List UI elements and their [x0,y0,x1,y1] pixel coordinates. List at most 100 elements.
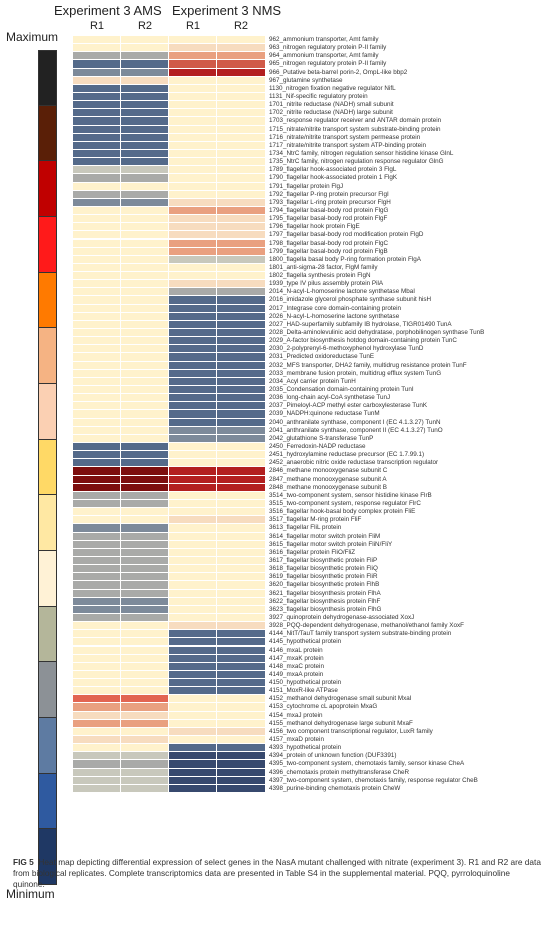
heatmap-cell [217,410,266,419]
heatmap-cell [121,475,169,484]
heatmap-cell [217,687,266,696]
gene-label: 964_ammonium transporter, Amt family [269,52,379,60]
gene-label: 1715_nitrate/nitrite transport system su… [269,125,441,133]
heatmap-cell [217,565,266,574]
heatmap-cell [73,231,121,240]
heatmap-cell [169,239,217,248]
heatmap-cell [217,499,266,509]
heatmap-cell [169,386,217,395]
heatmap-cell [169,402,217,411]
heatmap-cell [169,263,217,273]
heatmap-cell [217,760,266,769]
heatmap-cell [121,345,169,354]
heatmap-cell [169,516,217,525]
heatmap-cell [73,605,121,614]
heatmap-row [73,760,266,769]
heatmap-cell [169,280,217,289]
heatmap-cell [169,174,217,183]
gene-label: 1789_flagellar hook-associated protein 3… [269,166,397,174]
heatmap-cell [217,516,266,525]
heatmap-cell [169,654,217,663]
heatmap-cell [169,508,217,517]
heatmap-row [73,459,266,468]
heatmap-row [73,491,266,500]
heatmap-cell [217,727,266,737]
heatmap-cell [73,174,121,183]
legend-swatch [38,495,57,551]
heatmap-cell [169,630,217,639]
legend-swatch [38,829,57,885]
heatmap-cell [121,695,169,704]
heatmap-row [73,296,266,305]
heatmap-cell [121,263,169,273]
heatmap-cell [73,239,121,248]
heatmap-cell [121,573,169,582]
heatmap-cell [169,451,217,460]
heatmap-cell [121,744,169,753]
heatmap-cell [73,272,121,281]
heatmap-row [73,174,266,183]
heatmap-cell [73,312,121,321]
heatmap-cell [217,296,266,305]
gene-label: 1735_NtrC family, nitrogen regulation re… [269,158,444,166]
heatmap-cell [73,768,121,777]
gene-label: 4146_mxaL protein [269,646,323,654]
heatmap-cell [73,719,121,728]
heatmap-cell [73,182,121,191]
heatmap-cell [169,329,217,338]
gene-label: 1939_type IV pilus assembly protein PilA [269,280,384,288]
heatmap-row [73,736,266,745]
heatmap-cell [73,149,121,159]
heatmap-cell [121,418,169,427]
heatmap-row [73,247,266,256]
heatmap-row [73,597,266,606]
heatmap-cell [217,695,266,704]
heatmap-cell [73,540,121,549]
heatmap-cell [217,434,266,443]
heatmap-row [73,418,266,427]
heatmap-cell [121,654,169,663]
heatmap-cell [73,508,121,517]
heatmap-cell [73,206,121,216]
heatmap-cell [73,369,121,378]
heatmap-cell [73,223,121,232]
heatmap-cell [169,695,217,704]
heatmap-cell [121,638,169,647]
heatmap-cell [217,345,266,354]
gene-label: 3928_PQQ-dependent dehydrogenase, methan… [269,622,464,630]
heatmap-row [73,198,266,207]
heatmap-cell [121,44,169,53]
heatmap-cell [217,92,266,102]
gene-label: 1716_nitrate/nitrite transport system pe… [269,133,421,141]
gene-label: 3618_flagellar biosynthetic protein FliQ [269,565,378,573]
gene-label: 4150_hypothetical protein [269,679,342,687]
replicate-label-nms-r1: R1 [185,20,201,32]
heatmap-cell [121,223,169,232]
heatmap-cell [73,296,121,305]
heatmap-cell [217,377,266,386]
heatmap-cell [217,304,266,313]
heatmap-cell [217,418,266,427]
heatmap-cell [121,784,169,793]
gene-label: 2847_methane monooxygenase subunit A [269,475,387,483]
gene-label: 2030_2-polyprenyl-6-methoxyphenol hydrox… [269,345,424,353]
gene-label: 4157_mxaD protein [269,736,324,744]
heatmap-row [73,337,266,346]
heatmap-row [73,158,266,167]
heatmap-cell [73,483,121,492]
heatmap-cell [169,231,217,240]
heatmap-row [73,125,266,134]
heatmap-cell [217,166,266,175]
heatmap-row [73,752,266,761]
heatmap-cell [217,247,266,256]
heatmap-cell [121,182,169,191]
heatmap-cell [169,272,217,281]
heatmap-row [73,662,266,671]
heatmap-cell [217,670,266,680]
gene-label: 4396_chemotaxis protein methyltransferas… [269,768,410,776]
heatmap-cell [217,206,266,216]
heatmap-cell [121,68,169,77]
gene-label: 3617_flagellar biosynthetic protein FliP [269,556,378,564]
heatmap-cell [217,149,266,159]
scale-minimum-label: Minimum [6,887,55,901]
